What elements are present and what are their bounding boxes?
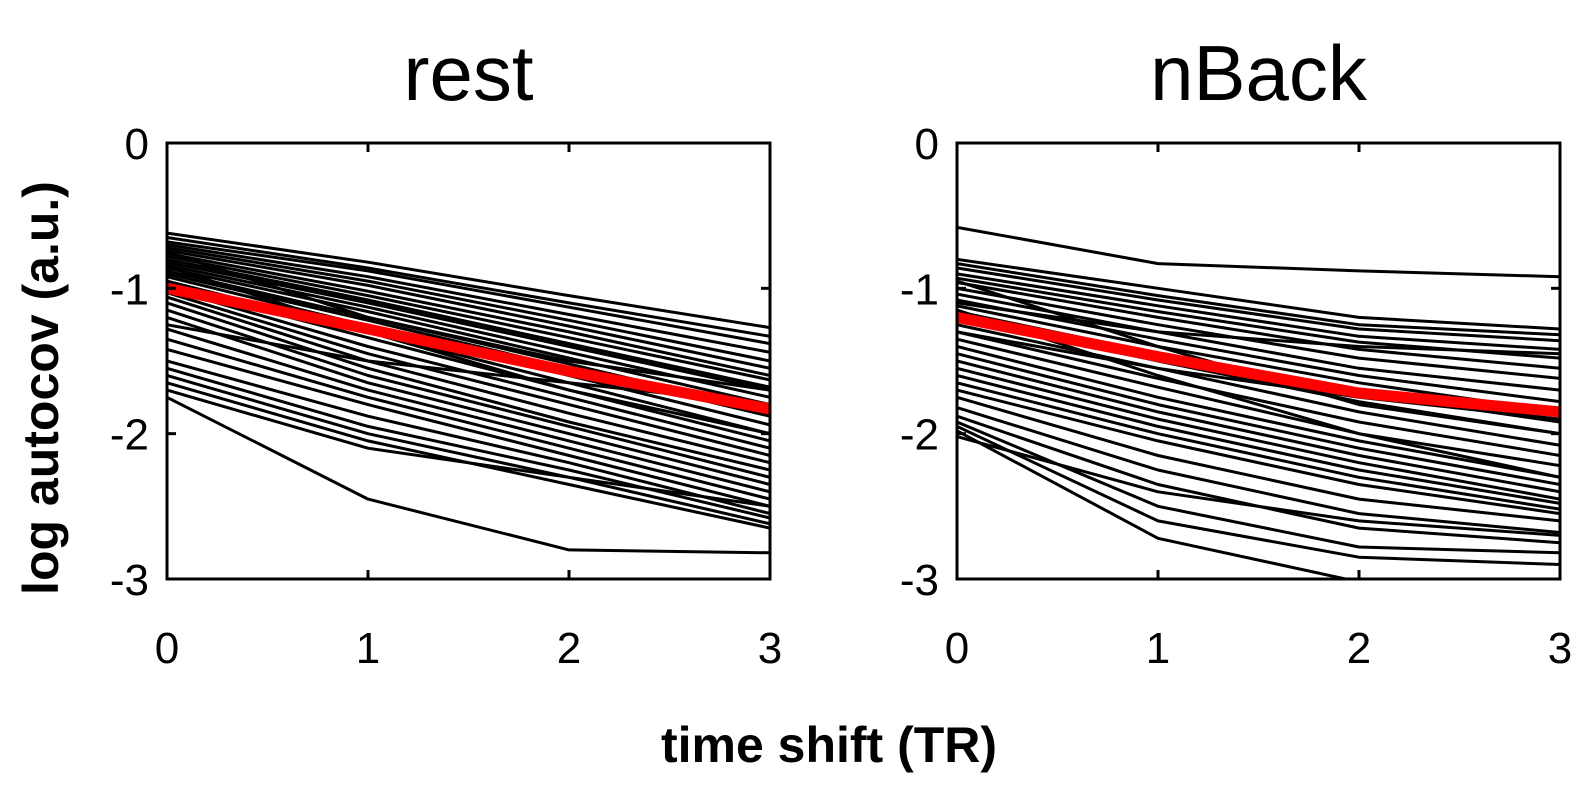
nback-ticks-group: 0 1 2 3 -3 -2 -1 0 <box>900 120 1572 673</box>
rest-x-tick-label-1: 1 <box>356 624 380 673</box>
rest-series-line-26 <box>167 347 770 508</box>
nback-x-tick-label-0: 0 <box>945 624 969 673</box>
rest-title: rest <box>403 29 533 117</box>
nback-axes-frame <box>955 141 1562 581</box>
panel-nback: 0 1 2 3 -3 -2 -1 0 nBack <box>900 29 1572 673</box>
nback-series-line-14 <box>957 323 1560 447</box>
rest-series-line-21 <box>167 301 770 472</box>
nback-series-line-24 <box>957 395 1560 523</box>
nback-series-line-34 <box>957 308 1560 479</box>
nback-series-line-8 <box>957 286 1560 380</box>
rest-series-line-10 <box>167 260 770 392</box>
nback-series-line-28 <box>957 425 1560 566</box>
nback-series-line-17 <box>957 345 1560 479</box>
nback-y-tick-label-2: -1 <box>900 265 939 314</box>
x-axis-label: time shift (TR) <box>661 717 997 773</box>
rest-series-line-34 <box>167 265 770 436</box>
nback-x-tick-label-1: 1 <box>1146 624 1170 673</box>
rest-series-line-2 <box>167 236 770 338</box>
rest-mean-line <box>167 282 770 415</box>
nback-series-line-1 <box>957 225 1560 279</box>
nback-mean-group <box>957 311 1560 418</box>
rest-y-tick-label-0: -3 <box>110 556 149 605</box>
nback-series-line-16 <box>957 337 1560 468</box>
panel-rest: 0 1 2 3 -3 -2 -1 0 rest <box>110 29 782 673</box>
rest-series-line-19 <box>167 291 770 457</box>
nback-title: nBack <box>1150 29 1368 117</box>
nback-series-group <box>957 225 1560 579</box>
nback-series-line-15 <box>957 330 1560 457</box>
rest-mean-group <box>167 282 770 415</box>
rest-series-line-4 <box>167 243 770 354</box>
nback-y-tick-label-3: 0 <box>915 120 939 169</box>
nback-series-line-3 <box>957 262 1560 337</box>
nback-x-tick-label-3: 3 <box>1548 624 1572 673</box>
nback-series-line-10 <box>957 298 1560 404</box>
rest-y-tick-label-1: -2 <box>110 411 149 460</box>
nback-series-line-32 <box>957 301 1560 356</box>
nback-series-line-23 <box>957 388 1560 516</box>
rest-series-line-28 <box>167 366 770 520</box>
rest-series-line-3 <box>167 240 770 346</box>
nback-x-tick-label-2: 2 <box>1347 624 1371 673</box>
rest-series-line-27 <box>167 359 770 516</box>
rest-series-line-29 <box>167 374 770 526</box>
rest-series-line-6 <box>167 249 770 370</box>
nback-series-line-33 <box>957 330 1560 421</box>
nback-series-line-2 <box>957 257 1560 331</box>
rest-series-line-1 <box>167 231 770 330</box>
rest-y-tick-label-3: 0 <box>125 120 149 169</box>
nback-series-line-21 <box>957 374 1560 505</box>
rest-y-tick-label-2: -1 <box>110 265 149 314</box>
rest-x-tick-label-0: 0 <box>155 624 179 673</box>
rest-x-tick-label-3: 3 <box>758 624 782 673</box>
nback-y-tick-label-1: -2 <box>900 411 939 460</box>
nback-series-line-18 <box>957 352 1560 486</box>
rest-series-line-23 <box>167 315 770 486</box>
nback-series-line-20 <box>957 366 1560 501</box>
rest-ticks-group: 0 1 2 3 -3 -2 -1 0 <box>110 120 782 673</box>
nback-series-line-4 <box>957 266 1560 343</box>
rest-series-line-9 <box>167 257 770 389</box>
rest-series-line-24 <box>167 327 770 494</box>
nback-series-line-29 <box>957 429 1353 579</box>
rest-series-line-7 <box>167 252 770 377</box>
rest-x-tick-label-2: 2 <box>557 624 581 673</box>
rest-series-line-5 <box>167 246 770 363</box>
rest-series-line-31 <box>167 388 770 508</box>
rest-series-line-33 <box>167 250 770 392</box>
rest-series-line-20 <box>167 295 770 465</box>
rest-series-line-32 <box>167 395 770 555</box>
rest-series-line-25 <box>167 337 770 501</box>
rest-axes-frame <box>165 141 772 581</box>
nback-series-line-5 <box>957 272 1560 351</box>
rest-series-line-12 <box>167 266 770 407</box>
nback-series-line-22 <box>957 381 1560 511</box>
nback-series-line-19 <box>957 359 1560 494</box>
nback-mean-line <box>957 311 1560 418</box>
y-axis-label: log autocov (a.u.) <box>13 181 69 595</box>
nback-series-line-25 <box>957 406 1560 534</box>
nback-series-line-30 <box>957 435 1560 537</box>
nback-y-tick-label-0: -3 <box>900 556 939 605</box>
rest-series-line-8 <box>167 254 770 382</box>
nback-series-line-7 <box>957 281 1560 370</box>
